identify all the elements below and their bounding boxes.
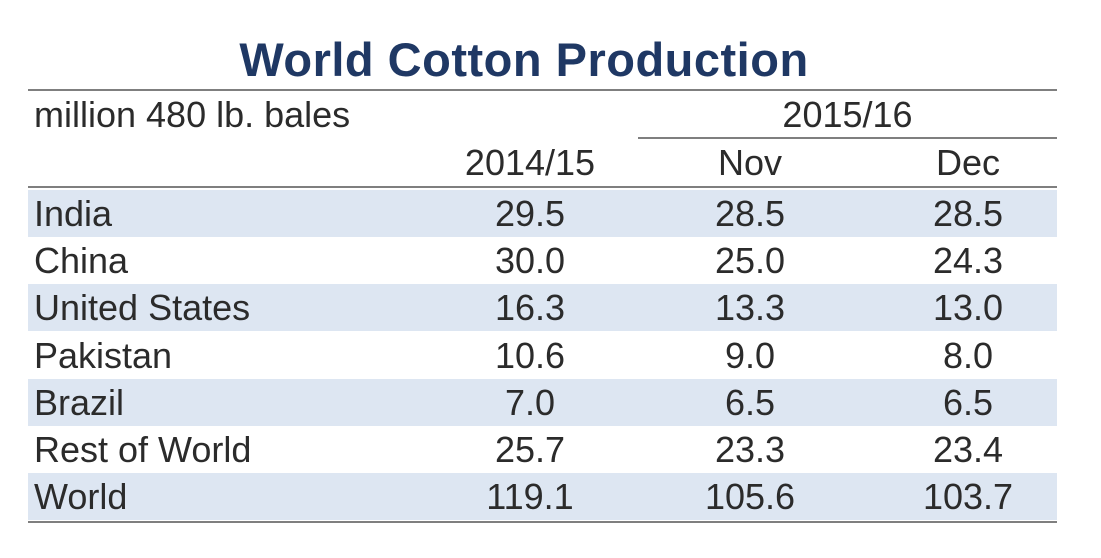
table-cell-value: 7.0 bbox=[504, 381, 556, 423]
table-title: World Cotton Production bbox=[239, 33, 809, 86]
table-cell-value: 6.5 bbox=[724, 381, 776, 423]
bottom-rule bbox=[28, 521, 1057, 523]
row-label: United States bbox=[34, 287, 251, 329]
table-cell-value: 29.5 bbox=[494, 193, 566, 234]
column-header-2014-15: 2014/15 bbox=[464, 142, 596, 183]
table-cell-value: 28.5 bbox=[932, 193, 1004, 234]
table-row: China 30.0 25.0 24.3 bbox=[28, 237, 1057, 284]
table-cell-value: 25.7 bbox=[494, 429, 566, 470]
row-label: Pakistan bbox=[34, 334, 173, 376]
table-row: United States 16.3 13.3 13.0 bbox=[28, 284, 1057, 332]
row-label: China bbox=[34, 240, 129, 282]
row-label: Brazil bbox=[34, 381, 125, 423]
table-cell-value: 23.4 bbox=[932, 429, 1004, 470]
table-row: Brazil 7.0 6.5 6.5 bbox=[28, 378, 1057, 426]
table-cell-value: 30.0 bbox=[494, 240, 566, 282]
table-row: Pakistan 10.6 9.0 8.0 bbox=[28, 332, 1057, 379]
table-row: World 119.1 105.6 103.7 bbox=[28, 473, 1057, 521]
top-rule bbox=[28, 89, 1057, 91]
row-label: Rest of World bbox=[34, 429, 252, 470]
table-cell-value: 8.0 bbox=[942, 334, 994, 376]
table-row: India 29.5 28.5 28.5 bbox=[28, 190, 1057, 237]
column-header-nov: Nov bbox=[717, 142, 783, 183]
table-cell-value: 25.0 bbox=[714, 240, 786, 282]
table-cell-value: 103.7 bbox=[922, 476, 1014, 518]
row-label: India bbox=[34, 193, 113, 234]
table-row: Rest of World 25.7 23.3 23.4 bbox=[28, 426, 1057, 473]
header-rule bbox=[28, 186, 1057, 188]
table-cell-value: 16.3 bbox=[494, 287, 566, 329]
group-header-2015-16: 2015/16 bbox=[782, 94, 913, 135]
row-label: World bbox=[34, 476, 128, 518]
table-cell-value: 23.3 bbox=[714, 429, 786, 470]
table-cell-value: 105.6 bbox=[704, 476, 796, 518]
group-header-rule bbox=[638, 137, 1057, 139]
table-cell-value: 6.5 bbox=[942, 381, 994, 423]
table-cell-value: 13.0 bbox=[932, 287, 1004, 329]
table-cell-value: 13.3 bbox=[714, 287, 786, 329]
table-cell-value: 9.0 bbox=[724, 334, 776, 376]
unit-label: million 480 lb. bales bbox=[34, 94, 351, 135]
table-cell-value: 10.6 bbox=[494, 334, 566, 376]
table-cell-value: 119.1 bbox=[486, 476, 574, 518]
table-cell-value: 24.3 bbox=[932, 240, 1004, 282]
column-header-dec: Dec bbox=[935, 142, 1001, 183]
table-cell-value: 28.5 bbox=[714, 193, 786, 234]
